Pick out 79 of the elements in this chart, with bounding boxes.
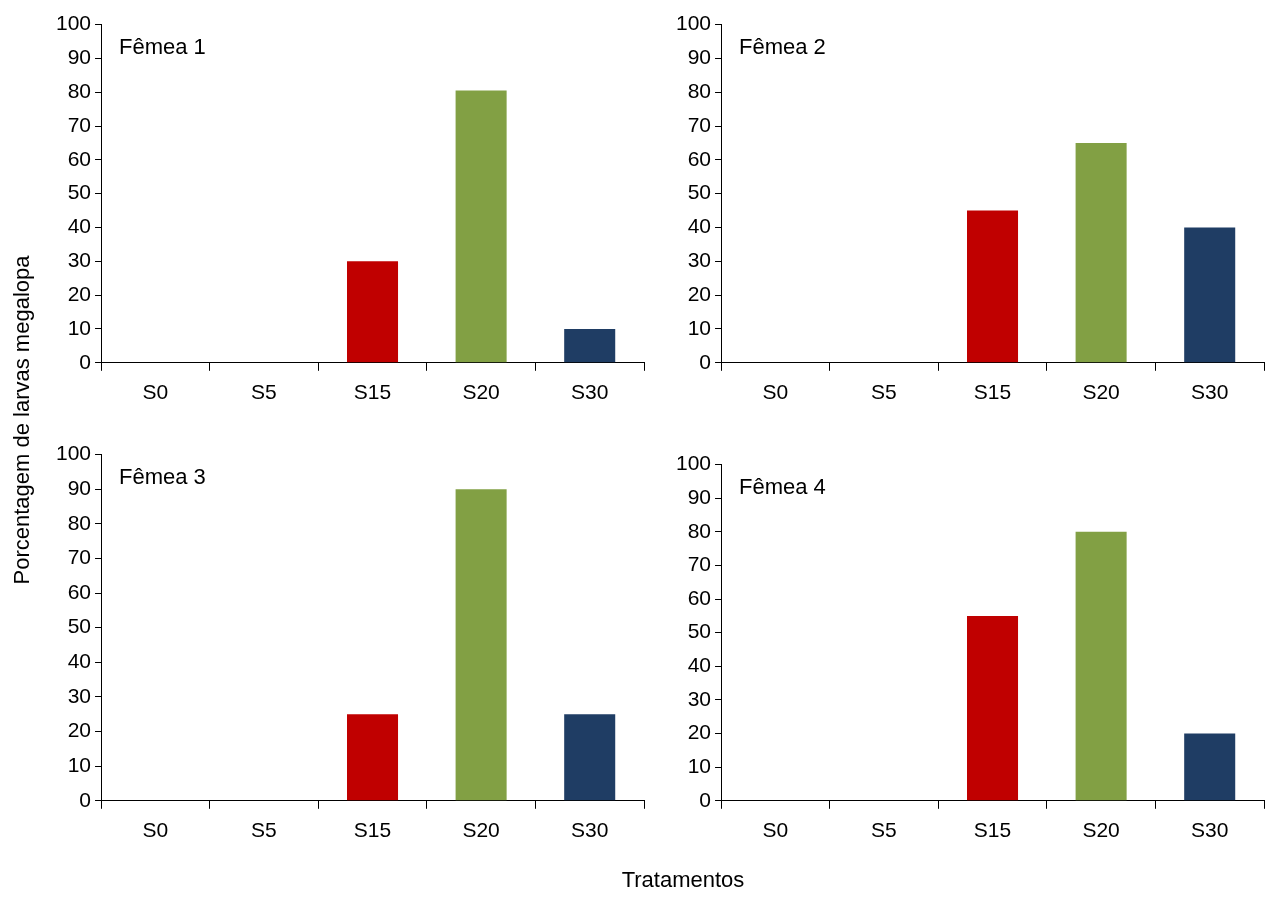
y-tick-label: 20 <box>687 720 712 744</box>
y-tick-label: 90 <box>67 45 92 69</box>
y-tick-label: 60 <box>687 146 712 170</box>
chart-title: Fêmea 2 <box>739 33 826 59</box>
bar <box>1184 733 1236 801</box>
y-tick-label: 0 <box>699 349 712 373</box>
y-tick-label: 30 <box>687 248 712 272</box>
x-tick-label: S5 <box>251 380 277 404</box>
y-tick-label: 20 <box>687 281 712 305</box>
x-tick-label: S15 <box>353 818 392 842</box>
y-tick-label: 100 <box>55 441 92 465</box>
bar <box>1075 531 1127 801</box>
x-tick-label: S0 <box>762 380 789 404</box>
y-tick-label: 90 <box>687 45 712 69</box>
y-tick-label: 10 <box>687 753 712 777</box>
bar <box>967 210 1019 363</box>
x-tick-label: S0 <box>142 818 169 842</box>
y-tick-label: 70 <box>687 112 712 136</box>
y-tick-label: 50 <box>687 180 712 204</box>
bar <box>347 261 399 363</box>
y-tick-label: 70 <box>687 552 712 576</box>
x-tick-label: S15 <box>973 380 1012 404</box>
x-tick-label: S20 <box>1082 818 1120 842</box>
x-tick-label: S20 <box>462 818 500 842</box>
x-tick-label: S15 <box>353 380 392 404</box>
y-tick-label: 10 <box>687 315 712 339</box>
y-tick-label: 60 <box>687 585 712 609</box>
x-tick-label: S30 <box>1191 380 1229 404</box>
x-tick-label: S30 <box>571 380 609 404</box>
y-tick-label: 0 <box>699 787 712 811</box>
x-tick-label: S30 <box>571 818 609 842</box>
y-tick-label: 40 <box>687 214 712 238</box>
y-tick-label: 70 <box>67 112 92 136</box>
y-tick-label: 10 <box>67 315 92 339</box>
bar <box>1184 227 1236 363</box>
bar <box>564 328 616 363</box>
x-tick-label: S0 <box>762 818 789 842</box>
y-tick-label: 20 <box>67 718 92 742</box>
y-tick-label: 0 <box>79 349 92 373</box>
y-tick-label: 80 <box>67 79 92 103</box>
y-tick-label: 30 <box>687 686 712 710</box>
chart-title: Fêmea 4 <box>739 473 826 499</box>
y-tick-label: 70 <box>67 545 92 569</box>
x-tick-label: S15 <box>973 818 1012 842</box>
y-tick-label: 60 <box>67 579 92 603</box>
y-tick-label: 100 <box>55 11 92 35</box>
bar <box>967 615 1019 801</box>
y-tick-label: 40 <box>687 653 712 677</box>
y-tick-label: 100 <box>675 451 712 475</box>
x-tick-label: S5 <box>871 818 897 842</box>
y-tick-label: 50 <box>687 619 712 643</box>
y-tick-label: 30 <box>67 248 92 272</box>
y-tick-label: 90 <box>687 485 712 509</box>
x-tick-label: S30 <box>1191 818 1229 842</box>
x-tick-label: S5 <box>871 380 897 404</box>
y-tick-label: 100 <box>675 11 712 35</box>
bar <box>1075 142 1127 363</box>
x-axis-title: Tratamentos <box>621 867 745 893</box>
y-tick-label: 80 <box>687 518 712 542</box>
y-tick-label: 60 <box>67 146 92 170</box>
y-tick-label: 10 <box>67 752 92 776</box>
bar <box>455 90 507 363</box>
y-axis-title: Porcentagem de larvas megalopa <box>9 255 35 585</box>
y-tick-label: 40 <box>67 214 92 238</box>
y-tick-label: 80 <box>67 510 92 534</box>
x-tick-label: S0 <box>142 380 169 404</box>
chart-title: Fêmea 3 <box>119 463 206 489</box>
x-tick-label: S5 <box>251 818 277 842</box>
y-tick-label: 90 <box>67 476 92 500</box>
x-tick-label: S20 <box>462 380 500 404</box>
x-tick-label: S20 <box>1082 380 1120 404</box>
y-tick-label: 20 <box>67 281 92 305</box>
y-tick-label: 0 <box>79 787 92 811</box>
chart-title: Fêmea 1 <box>119 33 206 59</box>
y-tick-label: 40 <box>67 649 92 673</box>
y-tick-label: 50 <box>67 180 92 204</box>
y-tick-label: 30 <box>67 683 92 707</box>
y-tick-label: 80 <box>687 79 712 103</box>
y-tick-label: 50 <box>67 614 92 638</box>
